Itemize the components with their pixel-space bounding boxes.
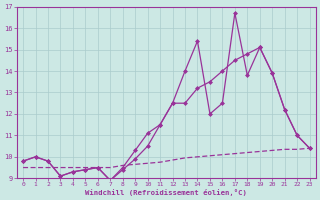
X-axis label: Windchill (Refroidissement éolien,°C): Windchill (Refroidissement éolien,°C) <box>85 189 247 196</box>
